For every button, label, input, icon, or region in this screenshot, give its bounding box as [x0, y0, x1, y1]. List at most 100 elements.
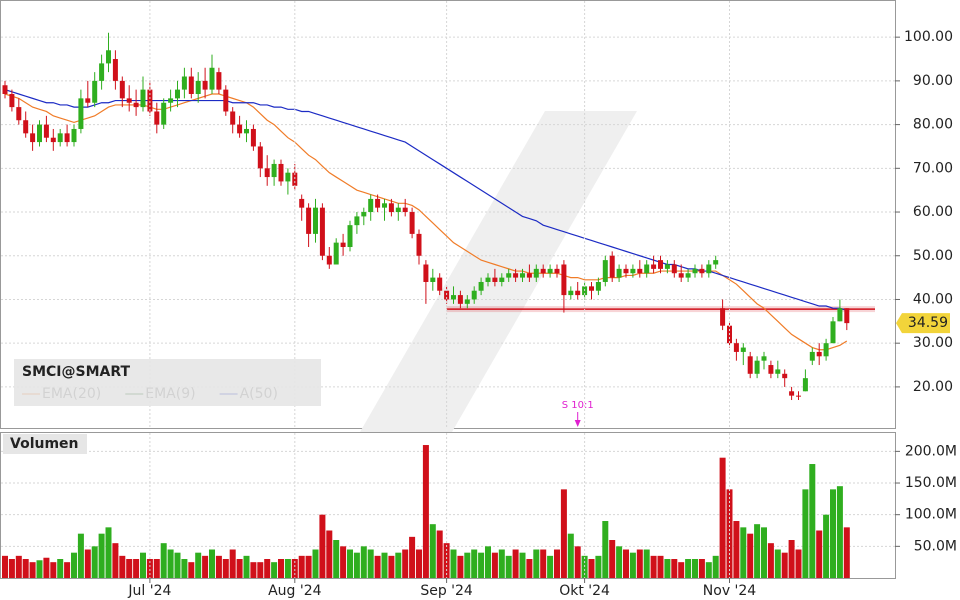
- candle-body: [830, 321, 836, 344]
- volume-bar: [471, 549, 478, 578]
- candle-body: [140, 89, 146, 108]
- volume-bar: [616, 546, 623, 578]
- candle-body: [692, 268, 698, 274]
- candle-body: [57, 133, 63, 143]
- candle-body: [133, 102, 139, 108]
- candle-body: [506, 273, 512, 278]
- volume-bar: [126, 559, 133, 578]
- candle-body: [175, 89, 180, 99]
- volume-bar: [422, 445, 429, 578]
- volume-bar: [264, 559, 271, 578]
- volume-bar: [788, 540, 795, 578]
- x-tick-label: Okt '24: [559, 583, 610, 599]
- candle-body: [416, 233, 422, 256]
- y-tick-label: 60.00: [913, 204, 953, 220]
- candle-body: [237, 124, 243, 134]
- volume-bar: [623, 549, 629, 578]
- candle-body: [347, 225, 353, 248]
- candle-body: [181, 76, 187, 90]
- legend-box: [14, 359, 321, 406]
- candle-body: [99, 63, 105, 81]
- candle-body: [706, 264, 712, 274]
- volume-bar: [795, 549, 802, 578]
- candle-body: [292, 172, 298, 186]
- volume-bar: [167, 549, 174, 578]
- volume-bar: [22, 559, 29, 578]
- candle-body: [409, 212, 415, 234]
- volume-bar: [505, 555, 512, 578]
- candle-body: [630, 268, 636, 274]
- volume-bar: [809, 464, 816, 578]
- volume-bar: [119, 555, 126, 578]
- volume-bar: [526, 559, 533, 578]
- candle-body: [154, 111, 160, 125]
- volume-bar: [195, 552, 202, 578]
- candle-body: [250, 128, 256, 147]
- x-tick-label: Nov '24: [703, 583, 757, 599]
- last-price-tag: [896, 313, 950, 334]
- candle-body: [685, 273, 691, 278]
- volume-bar: [733, 521, 740, 578]
- volume-bar: [574, 546, 581, 578]
- split-arrow-head: [574, 420, 581, 427]
- volume-bar: [816, 530, 823, 578]
- volume-bar: [685, 559, 692, 578]
- candle-body: [789, 391, 795, 396]
- volume-bar: [209, 549, 215, 578]
- volume-bar: [588, 559, 595, 578]
- volume-bar: [43, 557, 50, 578]
- volume-bar: [836, 486, 843, 578]
- volume-bar: [91, 546, 98, 578]
- y-tick-label: 100.0M: [905, 507, 957, 523]
- candle-body: [492, 277, 498, 282]
- candle-body: [402, 207, 408, 213]
- candle-body: [616, 268, 622, 278]
- volume-bar: [602, 521, 609, 578]
- volume-bar: [250, 562, 257, 578]
- volume-bar: [698, 559, 705, 578]
- candle-body: [540, 268, 546, 274]
- candle-body: [368, 198, 374, 213]
- candle-body: [754, 360, 760, 374]
- candle-body: [768, 365, 774, 374]
- volume-bar: [98, 533, 105, 578]
- volume-bar: [36, 560, 43, 578]
- volume-bar: [236, 559, 243, 578]
- volume-bar: [402, 549, 409, 578]
- y-tick-label: 80.00: [913, 117, 953, 133]
- volume-bar: [8, 559, 15, 578]
- volume-bar: [202, 555, 209, 578]
- candle-body: [644, 264, 650, 274]
- volume-bar: [71, 552, 77, 578]
- candle-body: [816, 351, 822, 357]
- volume-bar: [478, 552, 485, 578]
- candle-body: [188, 76, 194, 94]
- volume-bar: [257, 562, 264, 578]
- volume-bar: [436, 530, 443, 578]
- volume-bar: [140, 552, 146, 578]
- x-tick-label: Jul '24: [127, 583, 171, 599]
- volume-bar: [643, 549, 650, 578]
- candle-body: [554, 268, 560, 274]
- volume-bar: [498, 549, 505, 578]
- candle-body: [361, 212, 367, 217]
- candle-body: [478, 281, 484, 291]
- y-tick-label: 100.00: [904, 29, 953, 45]
- volume-bar: [595, 555, 602, 578]
- candle-body: [43, 124, 49, 138]
- volume-bar: [512, 549, 519, 578]
- candle-body: [126, 98, 132, 103]
- candle-body: [513, 273, 519, 278]
- volume-bar: [567, 533, 574, 578]
- candle-body: [430, 277, 436, 282]
- volume-bar: [802, 489, 809, 578]
- candle-body: [119, 80, 125, 99]
- candle-body: [651, 264, 657, 269]
- volume-bar: [657, 555, 664, 578]
- volume-bar: [278, 559, 284, 578]
- volume-bar: [105, 527, 112, 578]
- candle-body: [71, 128, 77, 143]
- candle-body: [313, 207, 318, 234]
- candle-body: [382, 203, 387, 208]
- candle-body: [520, 273, 525, 278]
